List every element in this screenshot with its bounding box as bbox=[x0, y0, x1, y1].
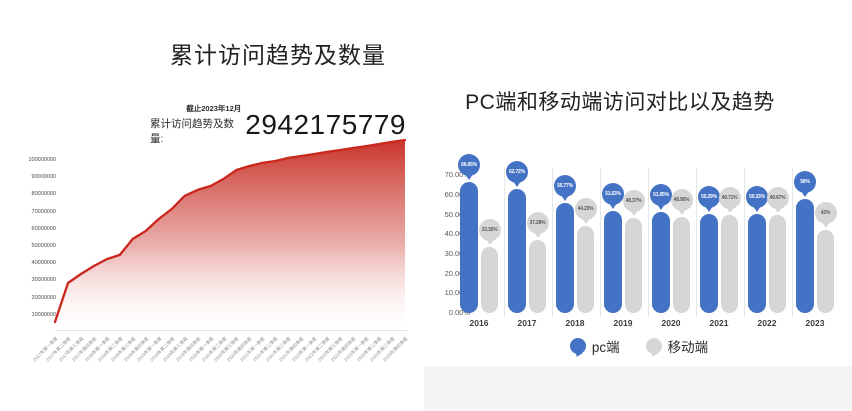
pc-droplet-icon bbox=[569, 338, 586, 354]
pc-value-balloon: 58% bbox=[794, 170, 816, 193]
pc-value-balloon: 50.29% bbox=[698, 185, 720, 208]
group-separator bbox=[696, 168, 697, 317]
mobile-value-balloon: 48.37% bbox=[622, 189, 645, 212]
year-label: 2022 bbox=[757, 318, 777, 328]
pc-bar bbox=[604, 211, 622, 313]
right-y-tick-label: 10.00% bbox=[444, 288, 470, 298]
cumulative-total-label: 累计访问趋势及数量: bbox=[150, 118, 234, 145]
left-y-tick-label: 10000000 bbox=[31, 311, 56, 318]
mobile-bar bbox=[625, 217, 642, 313]
year-label: 2021 bbox=[709, 318, 729, 328]
left-y-tick-label: 60000000 bbox=[31, 225, 56, 232]
group-separator bbox=[744, 168, 745, 317]
left-y-tick-label: 20000000 bbox=[31, 294, 56, 301]
pc-bar bbox=[652, 212, 670, 313]
group-separator bbox=[648, 168, 649, 317]
bar-plot: 66.65% 33.35% 2016 62.72% 37.28% 2017 55.77% 44… bbox=[456, 150, 848, 328]
group-separator bbox=[600, 168, 601, 317]
pc-value-balloon: 66.65% bbox=[458, 153, 480, 176]
right-y-tick-label: 70.00% bbox=[444, 170, 470, 180]
mobile-bar bbox=[577, 225, 594, 313]
right-y-tick-label: 0.00% bbox=[448, 308, 470, 317]
right-chart-title: PC端和移动端访问对比以及趋势 bbox=[465, 91, 775, 114]
pc-value-balloon: 51.05% bbox=[650, 184, 672, 207]
mobile-bar bbox=[817, 230, 834, 313]
legend-item-mobile: 移动端 bbox=[645, 336, 709, 356]
pc-bar bbox=[460, 181, 478, 313]
right-y-tick-label: 60.00% bbox=[444, 189, 470, 199]
left-y-tick-label: 80000000 bbox=[31, 191, 56, 198]
left-x-axis-line bbox=[55, 330, 407, 331]
pc-bar bbox=[508, 189, 526, 313]
year-label: 2018 bbox=[565, 318, 585, 328]
right-y-tick-label: 20.00% bbox=[444, 268, 470, 278]
mobile-bar bbox=[673, 216, 690, 313]
right-y-tick-label: 40.00% bbox=[444, 229, 470, 239]
cumulative-total-labels: 截止2023年12月 累计访问趋势及数量: bbox=[150, 103, 241, 146]
legend-label-mobile: 移动端 bbox=[667, 340, 709, 355]
area-chart-plot bbox=[53, 138, 407, 330]
group-separator bbox=[792, 168, 793, 317]
left-chart-title: 累计访问趋势及数量 bbox=[170, 42, 386, 68]
year-label: 2020 bbox=[661, 318, 681, 328]
group-separator bbox=[504, 168, 505, 317]
cumulative-total-stat: 截止2023年12月 累计访问趋势及数量: 2942175779 bbox=[150, 103, 406, 146]
left-y-tick-label: 90000000 bbox=[31, 174, 56, 181]
legend-item-pc: pc端 bbox=[569, 336, 620, 356]
mobile-bar bbox=[769, 215, 786, 313]
mobile-value-balloon: 37.28% bbox=[526, 211, 549, 234]
pc-value-balloon: 51.63% bbox=[602, 183, 624, 206]
mobile-value-balloon: 49.71% bbox=[718, 187, 741, 210]
mobile-value-balloon: 49.67% bbox=[766, 187, 789, 210]
area-line bbox=[53, 138, 407, 324]
pc-bar bbox=[748, 213, 766, 313]
pc-value-balloon: 50.33% bbox=[746, 185, 768, 208]
pc-bar bbox=[556, 203, 574, 313]
mobile-droplet-icon bbox=[645, 338, 662, 354]
chart-legend: pc端 移动端 bbox=[426, 334, 852, 358]
mobile-value-balloon: 42% bbox=[814, 202, 837, 225]
mobile-value-balloon: 44.23% bbox=[574, 197, 597, 220]
left-y-tick-label: 70000000 bbox=[31, 208, 56, 215]
as-of-date: 截止2023年12月 bbox=[186, 104, 242, 113]
mobile-value-balloon: 48.95% bbox=[670, 188, 693, 211]
pc-value-balloon: 62.72% bbox=[506, 161, 528, 184]
pc-bar bbox=[700, 213, 718, 313]
background-band bbox=[424, 366, 852, 411]
mobile-value-balloon: 33.35% bbox=[478, 219, 501, 242]
year-label: 2019 bbox=[613, 318, 633, 328]
legend-label-pc: pc端 bbox=[591, 340, 620, 355]
right-y-tick-label: 50.00% bbox=[444, 209, 470, 219]
pc-value-balloon: 55.77% bbox=[554, 175, 576, 198]
right-y-tick-label: 30.00% bbox=[444, 248, 470, 258]
left-y-tick-label: 30000000 bbox=[31, 277, 56, 284]
mobile-bar bbox=[529, 239, 546, 313]
pc-bar bbox=[796, 198, 814, 313]
group-separator bbox=[552, 168, 553, 317]
year-label: 2017 bbox=[517, 318, 537, 328]
mobile-bar bbox=[721, 215, 738, 313]
left-y-tick-label: 40000000 bbox=[31, 260, 56, 267]
cumulative-total-value: 2942175779 bbox=[245, 108, 406, 140]
left-y-tick-label: 50000000 bbox=[31, 243, 56, 249]
year-label: 2016 bbox=[469, 318, 489, 328]
area-fill bbox=[55, 140, 405, 330]
mobile-bar bbox=[481, 247, 498, 313]
year-label: 2023 bbox=[805, 318, 825, 328]
left-y-tick-label: 100000000 bbox=[28, 157, 56, 163]
